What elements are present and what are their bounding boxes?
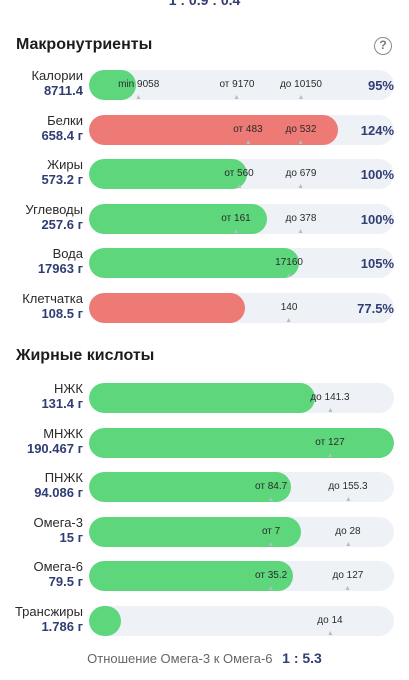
- nutrient-label: Омега-6: [33, 559, 83, 574]
- range-marker-label: от 483: [233, 115, 263, 145]
- range-marker-label: от 161: [221, 204, 251, 234]
- macro-ratio: 1 : 0.9 : 0.4: [168, 0, 241, 8]
- nutrient-label: НЖК: [54, 381, 83, 396]
- percent-of-norm: 124%: [360, 122, 394, 138]
- nutrient-row[interactable]: МНЖК 190.467 г от 127: [0, 426, 409, 462]
- range-marker-label: от 127: [315, 428, 345, 458]
- nutrient-row[interactable]: Калории 8711.4 min 9058 от 9170 до 10150 95%: [0, 68, 409, 104]
- range-marker-label: до 532: [286, 115, 316, 145]
- progress-fill: [89, 292, 245, 323]
- range-marker-label: min 9058: [118, 70, 159, 100]
- nutrient-amount: 573.2 г: [41, 172, 83, 187]
- nutrient-row[interactable]: Омега-6 79.5 г от 35.2 до 127: [0, 559, 409, 595]
- range-marker-label: 17160: [275, 248, 303, 278]
- nutrient-label: Омега-3: [33, 514, 83, 530]
- progress-track: до 14: [89, 605, 394, 636]
- percent-of-norm: 100%: [360, 167, 394, 182]
- nutrient-label: Углеводы: [25, 201, 83, 217]
- percent-of-norm: 100%: [360, 211, 394, 227]
- progress-track: 17160: [89, 248, 394, 278]
- nutrient-row[interactable]: Жиры 573.2 г от 560 до 679 100%: [0, 157, 409, 193]
- progress-fill: [89, 114, 339, 145]
- question-circle-icon[interactable]: ?: [374, 37, 392, 55]
- omega-ratio-value: 1 : 5.3: [282, 650, 322, 666]
- percent-of-norm: 95%: [367, 78, 394, 93]
- range-marker-label: до 141.3: [310, 383, 350, 413]
- range-marker-label: до 28: [335, 517, 361, 547]
- range-marker-label: до 10150: [280, 70, 322, 100]
- nutrient-amount: 79.5 г: [48, 574, 83, 589]
- nutrient-label: ПНЖК: [44, 470, 83, 485]
- nutrient-amount: 658.4 г: [41, 127, 83, 143]
- nutrient-amount: 257.6 г: [41, 216, 83, 232]
- range-marker-label: до 378: [286, 204, 316, 234]
- progress-track: от 7 до 28: [89, 516, 394, 547]
- progress-track: от 84.7 до 155.3: [89, 472, 394, 502]
- range-marker-label: 140: [281, 293, 297, 323]
- nutrient-row[interactable]: Углеводы 257.6 г от 161 до 378 100%: [0, 202, 409, 238]
- range-marker-label: от 7: [262, 517, 280, 547]
- nutrient-amount: 190.467 г: [26, 440, 83, 456]
- nutrient-amount: 15 г: [59, 529, 84, 545]
- progress-fill: [89, 70, 136, 100]
- progress-track: от 560 до 679: [89, 159, 394, 189]
- progress-track: 140: [89, 292, 394, 323]
- progress-track: до 141.3: [89, 383, 394, 413]
- progress-fill: [89, 605, 122, 636]
- nutrient-label: Жиры: [47, 157, 83, 172]
- nutrient-row[interactable]: Омега-3 15 г от 7 до 28: [0, 515, 409, 551]
- range-marker-label: до 127: [333, 561, 363, 591]
- percent-of-norm: 77.5%: [357, 300, 394, 316]
- range-marker-label: до 155.3: [328, 472, 368, 502]
- nutrient-label: Белки: [47, 112, 83, 128]
- nutrient-amount: 108.5 г: [41, 305, 83, 321]
- nutrient-row[interactable]: Белки 658.4 г от 483 до 532 124%: [0, 113, 409, 149]
- progress-fill: [89, 561, 294, 591]
- nutrient-label: МНЖК: [43, 425, 83, 441]
- fatty-acids-title: Жирные кислоты: [16, 347, 155, 364]
- percent-of-norm: 105%: [360, 256, 394, 271]
- progress-fill: [89, 383, 315, 413]
- nutrient-amount: 94.086 г: [34, 485, 83, 500]
- omega-ratio-footer: Отношение Омега-3 к Омега-6 1 : 5.3: [0, 650, 409, 666]
- range-marker-label: от 560: [224, 159, 254, 189]
- progress-track: от 161 до 378: [89, 203, 394, 234]
- macronutrients-title: Макронутриенты: [16, 36, 153, 53]
- nutrient-label: Трансжиры: [14, 603, 83, 619]
- nutrient-row[interactable]: Трансжиры 1.786 г до 14: [0, 604, 409, 640]
- progress-fill: [89, 427, 394, 458]
- nutrient-row[interactable]: Клетчатка 108.5 г 140 77.5%: [0, 291, 409, 327]
- nutrient-amount: 17963 г: [37, 261, 83, 276]
- range-marker-label: до 14: [317, 606, 343, 636]
- progress-track: от 483 до 532: [89, 114, 394, 145]
- nutrient-row[interactable]: Вода 17963 г 17160 105%: [0, 246, 409, 282]
- progress-fill: [89, 516, 301, 547]
- nutrient-label: Вода: [52, 246, 83, 261]
- range-marker-label: от 84.7: [255, 472, 287, 502]
- progress-track: от 127: [89, 427, 394, 458]
- progress-track: min 9058 от 9170 до 10150: [89, 70, 394, 100]
- nutrient-label: Калории: [31, 68, 83, 83]
- range-marker-label: от 9170: [219, 70, 254, 100]
- nutrient-amount: 8711.4: [43, 83, 83, 98]
- progress-track: от 35.2 до 127: [89, 561, 394, 591]
- nutrient-row[interactable]: ПНЖК 94.086 г от 84.7 до 155.3: [0, 470, 409, 506]
- nutrient-label: Клетчатка: [22, 290, 83, 306]
- nutrient-row[interactable]: НЖК 131.4 г до 141.3: [0, 381, 409, 417]
- omega-ratio-label: Отношение Омега-3 к Омега-6: [87, 651, 273, 666]
- range-marker-label: до 679: [286, 159, 316, 189]
- progress-fill: [89, 248, 300, 278]
- progress-fill: [89, 159, 247, 189]
- nutrient-amount: 131.4 г: [41, 396, 83, 411]
- nutrient-amount: 1.786 г: [41, 618, 83, 634]
- range-marker-label: от 35.2: [255, 561, 287, 591]
- progress-fill: [89, 472, 291, 502]
